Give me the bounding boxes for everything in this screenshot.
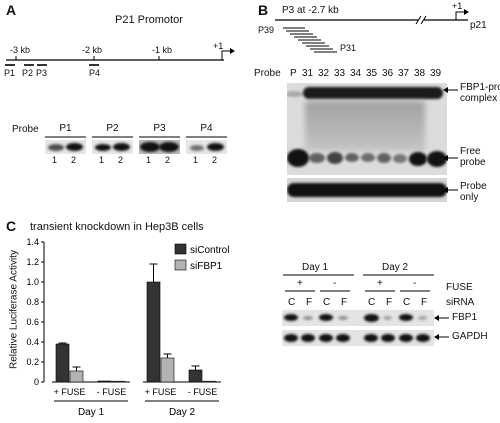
y-tick-label: 0.8 (26, 297, 39, 307)
bar-sifbp1 (202, 380, 217, 383)
panel-b-letter: B (258, 2, 269, 18)
y-tick-label: 0 (34, 377, 39, 387)
gel-a-lane-2: 2 (118, 155, 124, 165)
panel-c-title: transient knockdown in Hep3B cells (30, 221, 204, 233)
gel-a-probe-p1: P1 (59, 123, 72, 134)
legend-swatch (174, 259, 187, 271)
probe-site-p4: P4 (89, 68, 101, 78)
lane-38: 38 (414, 68, 426, 79)
wb-fuse-3: + (377, 278, 383, 289)
gel-a-strip-p1 (45, 140, 86, 154)
y-tick-label: 0.4 (26, 337, 39, 347)
wb-fuse-1: + (297, 278, 303, 289)
y-tick-label: 1.2 (26, 257, 39, 267)
wb-fuse-2: - (333, 278, 337, 289)
probe-site-p3: P3 (36, 68, 48, 78)
wb-fbp1-strip (282, 310, 434, 326)
gel-a-probe-p3: P3 (153, 123, 166, 134)
emsa-gel (287, 83, 447, 175)
wb-lane-c4: C (403, 297, 411, 308)
wb-day2: Day 2 (382, 262, 409, 273)
gel-a-probe-p2: P2 (106, 123, 119, 134)
wb-day1: Day 1 (302, 262, 329, 273)
map-label-plus1: +1 (213, 41, 224, 51)
annotation-probe-only: Probe only (460, 181, 487, 203)
wb-lane-f2: F (341, 297, 348, 308)
panel-a-title: P21 Promotor (115, 14, 183, 26)
wb-lane-f1: F (306, 297, 313, 308)
y-tick-label: 0.2 (26, 357, 39, 367)
legend-label: siFBP1 (190, 261, 223, 272)
panel-b-start-label: +1 (452, 1, 463, 11)
map-label-1kb: -1 kb (152, 45, 173, 55)
gel-a-lane-2: 2 (212, 155, 218, 165)
x-tick-label: + FUSE (145, 387, 177, 397)
wb-lane-c2: C (323, 297, 331, 308)
wb-lane-c3: C (368, 297, 376, 308)
wb-row-gapdh: GAPDH (452, 331, 488, 342)
annotation-complex: FBP1-probe complex (460, 82, 500, 104)
gel-a-lane-2: 2 (71, 155, 77, 165)
wb-fuse-label: FUSE (446, 282, 473, 293)
panel-b-probe-label: Probe (254, 68, 281, 79)
y-tick-label: 1.0 (26, 277, 39, 287)
probe-site-p2: P2 (22, 68, 34, 78)
wb-fuse-4: - (413, 278, 417, 289)
gel-a-lane-1: 1 (146, 155, 152, 165)
annotation-free-probe: Free probe (460, 146, 486, 168)
lane-32: 32 (318, 68, 330, 79)
lane-p: P (290, 68, 297, 79)
wb-sirna-label: siRNA (446, 297, 475, 308)
gel-a-lane-1: 1 (52, 155, 58, 165)
oligo-last-label: P31 (340, 43, 357, 53)
x-tick-label: - FUSE (97, 387, 127, 397)
lane-37: 37 (398, 68, 410, 79)
wb-row-fbp1: FBP1 (452, 312, 478, 323)
x-tick-label: - FUSE (188, 387, 218, 397)
wb-lane-f4: F (421, 297, 428, 308)
y-tick-label: 0.6 (26, 317, 39, 327)
lane-33: 33 (334, 68, 346, 79)
map-label-2kb: -2 kb (82, 45, 103, 55)
panel-b-header: P3 at -2.7 kb (282, 5, 339, 16)
gel-a-strip-p2 (92, 140, 133, 154)
group-label: Day 2 (169, 407, 196, 418)
wb-lane-c1: C (288, 297, 296, 308)
gel-a-lane-1: 1 (193, 155, 199, 165)
lane-35: 35 (366, 68, 378, 79)
panel-c-letter: C (6, 218, 17, 234)
lane-39: 39 (430, 68, 442, 79)
panel-a-letter: A (6, 2, 17, 18)
legend-swatch (174, 243, 187, 255)
gel-a-probe-p4: P4 (200, 123, 213, 134)
lane-31: 31 (302, 68, 314, 79)
legend-label: siControl (190, 245, 229, 256)
bar-sicontrol (97, 380, 112, 383)
gel-a-lane-1: 1 (99, 155, 105, 165)
oligo-first-label: P39 (258, 25, 275, 35)
gel-a-lane-2: 2 (165, 155, 171, 165)
bar-sifbp1 (111, 380, 126, 383)
lane-36: 36 (382, 68, 394, 79)
panel-b-gene-label: p21 (470, 20, 487, 31)
wb-lane-f3: F (386, 297, 393, 308)
gel-a-strip-p3 (139, 140, 180, 154)
y-tick-label: 1.4 (26, 237, 39, 247)
gel-a-strip-p4 (186, 140, 227, 154)
lane-34: 34 (350, 68, 362, 79)
wb-gapdh-strip (282, 330, 434, 346)
probe-only-gel (287, 178, 447, 202)
gel-a-probe-label: Probe (12, 124, 39, 135)
x-tick-label: + FUSE (54, 387, 86, 397)
map-label-3kb: -3 kb (10, 45, 31, 55)
group-label: Day 1 (78, 407, 105, 418)
probe-site-p1: P1 (4, 68, 16, 78)
